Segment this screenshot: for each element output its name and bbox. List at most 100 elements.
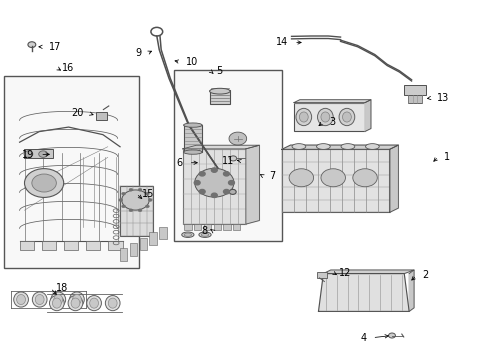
Text: 9: 9	[135, 48, 141, 58]
Ellipse shape	[17, 294, 25, 305]
Circle shape	[39, 151, 48, 157]
Bar	[214, 224, 221, 230]
Text: 19: 19	[22, 150, 34, 160]
Polygon shape	[246, 145, 259, 224]
Ellipse shape	[35, 294, 44, 305]
Polygon shape	[365, 100, 371, 131]
Ellipse shape	[343, 112, 351, 122]
Ellipse shape	[296, 108, 312, 126]
Ellipse shape	[32, 292, 47, 307]
Ellipse shape	[210, 88, 230, 94]
Circle shape	[199, 172, 205, 176]
Ellipse shape	[299, 112, 308, 122]
Bar	[210, 90, 230, 104]
Circle shape	[211, 193, 217, 198]
Circle shape	[146, 205, 149, 208]
Bar	[317, 272, 327, 278]
Bar	[96, 112, 107, 120]
Ellipse shape	[317, 144, 330, 149]
Ellipse shape	[105, 296, 120, 311]
Ellipse shape	[71, 298, 80, 308]
Circle shape	[228, 181, 234, 185]
Text: 1: 1	[444, 152, 451, 162]
Ellipse shape	[52, 298, 61, 308]
Text: 14: 14	[276, 37, 288, 48]
Bar	[130, 243, 137, 256]
Circle shape	[32, 174, 56, 192]
Bar	[149, 232, 157, 245]
Ellipse shape	[184, 233, 192, 236]
Circle shape	[119, 199, 122, 202]
Ellipse shape	[201, 233, 209, 236]
Circle shape	[24, 168, 64, 197]
Text: 16: 16	[62, 63, 74, 73]
Ellipse shape	[73, 294, 81, 305]
Polygon shape	[318, 274, 409, 311]
Text: 13: 13	[437, 93, 449, 103]
Circle shape	[223, 172, 229, 176]
Circle shape	[223, 189, 229, 194]
Ellipse shape	[54, 294, 63, 305]
Bar	[223, 224, 231, 230]
Bar	[184, 125, 202, 152]
Circle shape	[194, 181, 200, 185]
Circle shape	[138, 188, 142, 191]
Ellipse shape	[199, 232, 211, 238]
Bar	[64, 241, 78, 250]
Text: 20: 20	[71, 108, 83, 118]
Circle shape	[195, 168, 234, 197]
Circle shape	[229, 189, 236, 194]
Circle shape	[122, 205, 125, 208]
Circle shape	[138, 209, 142, 212]
Ellipse shape	[184, 123, 202, 127]
Circle shape	[353, 169, 377, 187]
Bar	[233, 224, 241, 230]
Text: 17: 17	[49, 42, 61, 52]
Ellipse shape	[184, 150, 202, 154]
Text: 15: 15	[142, 189, 154, 199]
Circle shape	[321, 169, 345, 187]
Bar	[294, 103, 365, 131]
Circle shape	[24, 151, 33, 157]
Bar	[140, 238, 147, 250]
Circle shape	[230, 156, 237, 161]
Ellipse shape	[108, 298, 117, 308]
Ellipse shape	[87, 296, 101, 311]
Bar	[204, 224, 211, 230]
Circle shape	[122, 190, 149, 210]
Ellipse shape	[70, 292, 84, 307]
Polygon shape	[323, 270, 414, 274]
Text: 4: 4	[361, 333, 367, 343]
Circle shape	[122, 192, 125, 195]
Ellipse shape	[49, 296, 64, 311]
Ellipse shape	[51, 292, 66, 307]
Text: 12: 12	[339, 268, 351, 278]
Circle shape	[146, 192, 149, 195]
Bar	[184, 224, 192, 230]
Ellipse shape	[14, 292, 28, 307]
Polygon shape	[294, 100, 371, 103]
Bar	[4, 76, 139, 268]
Polygon shape	[409, 270, 414, 311]
Text: 2: 2	[422, 270, 429, 280]
Bar	[120, 248, 127, 261]
Circle shape	[129, 188, 133, 191]
Bar	[42, 241, 56, 250]
Circle shape	[28, 42, 36, 48]
Text: 3: 3	[329, 117, 336, 127]
Polygon shape	[390, 145, 398, 212]
Bar	[408, 95, 422, 103]
Text: 18: 18	[56, 283, 69, 293]
Ellipse shape	[68, 296, 83, 311]
Circle shape	[289, 169, 314, 187]
Polygon shape	[183, 145, 259, 149]
Circle shape	[211, 168, 217, 172]
Circle shape	[148, 199, 152, 202]
Bar	[86, 241, 100, 250]
Bar	[194, 224, 201, 230]
Ellipse shape	[339, 108, 355, 126]
Bar	[174, 70, 282, 241]
Bar	[183, 149, 246, 224]
Ellipse shape	[318, 108, 333, 126]
Ellipse shape	[292, 144, 306, 149]
